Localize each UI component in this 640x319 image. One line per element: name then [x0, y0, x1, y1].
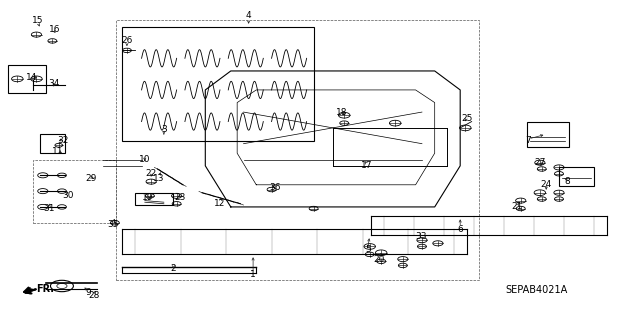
Text: 18: 18: [336, 108, 348, 116]
Bar: [8, 65, 46, 93]
Text: 10: 10: [139, 155, 150, 164]
Text: 22: 22: [145, 169, 157, 178]
Text: 26: 26: [121, 36, 132, 45]
Text: 12: 12: [214, 199, 226, 208]
Text: 2: 2: [171, 264, 176, 273]
Text: 29: 29: [85, 174, 96, 183]
Text: 20: 20: [374, 255, 385, 263]
Text: 13: 13: [153, 174, 164, 183]
Text: 5: 5: [365, 245, 371, 254]
Text: 28: 28: [88, 291, 99, 300]
Text: 17: 17: [362, 161, 373, 170]
Bar: [122, 27, 314, 141]
Text: 8: 8: [564, 177, 570, 186]
Text: 24: 24: [541, 180, 552, 189]
Bar: [33, 160, 116, 223]
Text: FR.: FR.: [36, 284, 54, 293]
Text: 9: 9: [86, 288, 92, 297]
Text: 34: 34: [49, 79, 60, 88]
Text: 30: 30: [63, 191, 74, 200]
Text: 11: 11: [52, 147, 63, 156]
Text: 31: 31: [44, 204, 55, 213]
Circle shape: [57, 284, 67, 288]
Text: 19: 19: [142, 193, 154, 202]
Text: 33: 33: [415, 233, 426, 241]
Text: 35: 35: [107, 220, 118, 229]
Text: 23: 23: [174, 193, 186, 202]
Text: 6: 6: [458, 225, 463, 234]
Bar: [559, 167, 594, 186]
Text: 27: 27: [534, 158, 545, 167]
Text: 3: 3: [161, 125, 167, 134]
Text: 1: 1: [250, 271, 256, 279]
Text: 21: 21: [512, 203, 524, 211]
Bar: [135, 193, 173, 205]
Bar: [527, 122, 568, 147]
Text: 7: 7: [525, 136, 531, 145]
Text: 15: 15: [32, 16, 44, 25]
Text: 14: 14: [26, 73, 38, 82]
Text: 36: 36: [269, 183, 281, 192]
FancyArrowPatch shape: [26, 289, 36, 293]
Text: 4: 4: [246, 11, 252, 20]
Bar: [116, 20, 479, 280]
Text: 25: 25: [461, 114, 472, 123]
Text: 16: 16: [49, 25, 60, 34]
Text: SEPAB4021A: SEPAB4021A: [506, 285, 568, 295]
Text: 32: 32: [58, 136, 69, 145]
Bar: [40, 134, 65, 153]
